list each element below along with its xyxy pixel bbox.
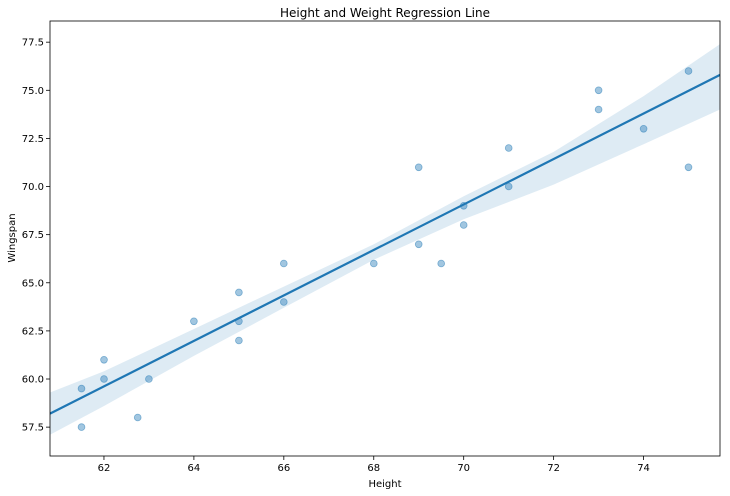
data-point — [77, 423, 86, 431]
data-point — [594, 105, 603, 114]
data-point — [504, 144, 513, 152]
data-point — [684, 67, 693, 75]
chart-title: Height and Weight Regression Line — [280, 6, 490, 20]
x-tick-label: 66 — [277, 463, 290, 474]
y-tick-label: 60.0 — [22, 375, 44, 386]
data-point — [594, 86, 603, 95]
y-tick-label: 57.5 — [22, 423, 44, 434]
data-point — [437, 259, 446, 268]
y-tick-label: 70.0 — [22, 182, 44, 193]
data-point — [190, 317, 198, 326]
data-point — [279, 259, 288, 268]
x-tick-label: 72 — [547, 463, 560, 474]
y-axis-label: Wingspan — [7, 213, 18, 262]
data-point — [235, 336, 243, 345]
y-tick-label: 62.5 — [22, 326, 44, 337]
data-point — [235, 288, 243, 297]
y-tick-label: 77.5 — [22, 38, 44, 49]
regression-line — [50, 73, 720, 415]
data-point — [684, 163, 693, 172]
data-point — [133, 413, 142, 422]
data-point — [279, 298, 288, 306]
data-point — [369, 259, 378, 268]
confidence-band — [50, 44, 720, 435]
data-point — [414, 240, 423, 249]
data-point — [459, 221, 468, 229]
data-point — [77, 384, 86, 393]
x-axis-ticks: 62 64 66 68 70 72 74 — [98, 456, 650, 474]
data-point — [145, 375, 153, 383]
x-axis-label: Height — [368, 479, 401, 490]
x-tick-label: 70 — [457, 463, 470, 474]
plot-frame — [49, 20, 721, 457]
data-point — [639, 125, 648, 133]
x-tick-label: 74 — [637, 463, 650, 474]
y-tick-label: 75.0 — [22, 86, 44, 97]
data-point — [100, 355, 108, 364]
data-point — [100, 375, 108, 383]
data-point — [504, 182, 513, 191]
y-tick-label: 67.5 — [22, 230, 44, 241]
plot-area — [50, 44, 720, 435]
x-tick-label: 62 — [98, 463, 111, 474]
y-tick-label: 72.5 — [22, 134, 44, 145]
y-tick-label: 65.0 — [22, 278, 44, 289]
data-point — [414, 163, 423, 172]
x-tick-label: 64 — [188, 463, 201, 474]
y-axis-ticks: 57.5 60.0 62.5 65.0 67.5 70.0 72.5 75.0 77.5 — [22, 38, 50, 434]
x-tick-label: 68 — [367, 463, 380, 474]
